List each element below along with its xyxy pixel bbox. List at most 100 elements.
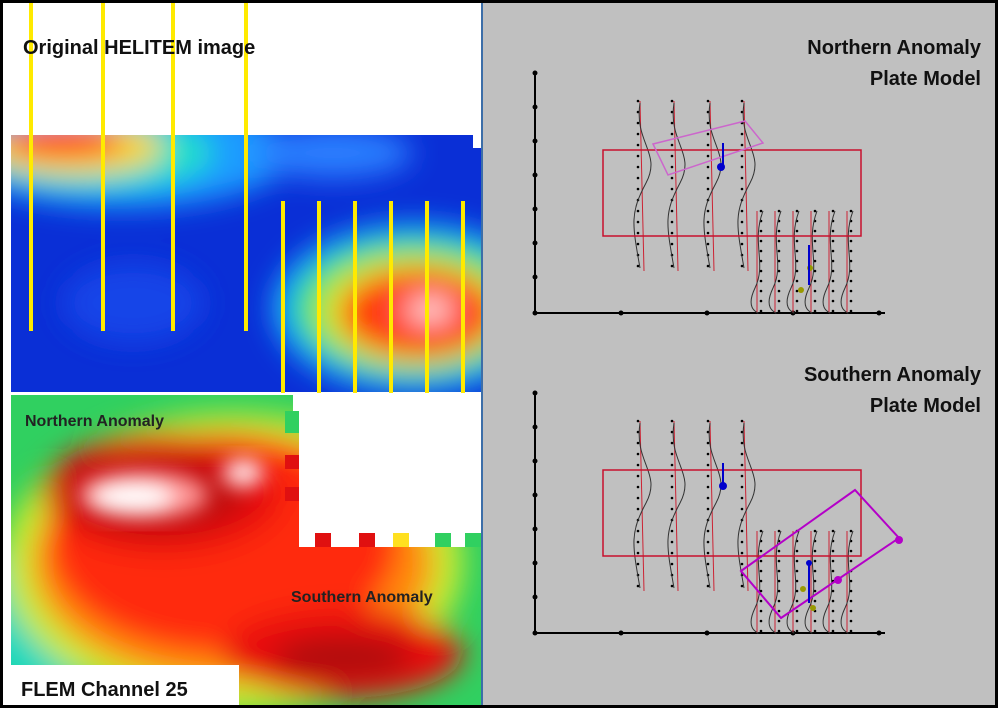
station-dot: [777, 299, 781, 303]
station-dot: [813, 589, 817, 593]
dip-marker: [834, 576, 842, 584]
station-dot: [670, 121, 674, 125]
station-dot: [670, 551, 674, 555]
axis-tick: [532, 172, 538, 178]
station-dot: [813, 249, 817, 253]
station-dot: [706, 529, 710, 533]
station-dot: [759, 559, 763, 563]
station-dot: [795, 619, 799, 623]
station-dot: [740, 154, 744, 158]
station-dot: [670, 496, 674, 500]
station-dot: [740, 143, 744, 147]
station-dot: [777, 589, 781, 593]
station-dot: [706, 507, 710, 511]
profile-curve: [822, 530, 836, 634]
station-dot: [813, 579, 817, 583]
station-dot: [636, 474, 640, 478]
station-dot: [831, 569, 835, 573]
station-dot: [670, 143, 674, 147]
station-dot: [706, 485, 710, 489]
station-dot: [849, 529, 853, 533]
station-dot: [706, 584, 710, 588]
station-dot: [795, 569, 799, 573]
station-dot: [740, 529, 744, 533]
axis-tick: [532, 560, 538, 566]
station-dot: [849, 309, 853, 313]
station-dot: [670, 562, 674, 566]
station-dot: [670, 441, 674, 445]
station-dot: [706, 551, 710, 555]
dip-marker: [800, 586, 806, 592]
station-dot: [813, 309, 817, 313]
station-dot: [813, 289, 817, 293]
station-dot: [636, 209, 640, 213]
station-dot: [759, 209, 763, 213]
station-dot: [849, 579, 853, 583]
station-dot: [706, 242, 710, 246]
station-dot: [740, 551, 744, 555]
station-dot: [670, 419, 674, 423]
station-dot: [670, 165, 674, 169]
anomaly-maps: [3, 3, 481, 705]
station-dot: [759, 569, 763, 573]
station-dot: [706, 441, 710, 445]
station-dot: [813, 549, 817, 553]
station-dot: [813, 559, 817, 563]
station-dot: [636, 176, 640, 180]
station-dot: [636, 220, 640, 224]
station-dot: [795, 579, 799, 583]
station-dot: [636, 165, 640, 169]
station-dot: [670, 132, 674, 136]
station-dot: [813, 569, 817, 573]
station-dot: [813, 279, 817, 283]
station-dot: [670, 154, 674, 158]
station-dot: [636, 485, 640, 489]
station-dot: [670, 529, 674, 533]
axis-tick: [532, 458, 538, 464]
station-dot: [795, 609, 799, 613]
station-dot: [670, 485, 674, 489]
station-dot: [849, 279, 853, 283]
station-dot: [706, 121, 710, 125]
station-dot: [706, 220, 710, 224]
station-dot: [670, 452, 674, 456]
station-dot: [831, 629, 835, 633]
station-dot: [740, 165, 744, 169]
axis-tick: [532, 630, 538, 636]
station-dot: [636, 496, 640, 500]
flem-channel-title: FLEM Channel 25: [21, 679, 188, 701]
station-dot: [759, 289, 763, 293]
station-dot: [849, 269, 853, 273]
axis-tick: [704, 310, 710, 316]
station-dot: [706, 264, 710, 268]
station-dot: [740, 110, 744, 114]
station-dot: [831, 549, 835, 553]
station-dot: [740, 209, 744, 213]
station-dot: [740, 474, 744, 478]
station-dot: [813, 239, 817, 243]
station-dot: [813, 259, 817, 263]
station-dot: [706, 231, 710, 235]
station-dot: [777, 249, 781, 253]
axis-tick: [876, 310, 882, 316]
station-dot: [777, 629, 781, 633]
station-dot: [740, 264, 744, 268]
station-dot: [636, 187, 640, 191]
station-dot: [795, 589, 799, 593]
station-dot: [813, 269, 817, 273]
station-dot: [831, 559, 835, 563]
station-dot: [831, 279, 835, 283]
station-dot: [777, 569, 781, 573]
station-dot: [813, 529, 817, 533]
station-dot: [759, 239, 763, 243]
station-dot: [849, 209, 853, 213]
station-dot: [740, 430, 744, 434]
station-dot: [813, 599, 817, 603]
station-dot: [636, 430, 640, 434]
station-dot: [670, 187, 674, 191]
dip-marker: [810, 605, 816, 611]
station-dot: [849, 239, 853, 243]
station-dot: [795, 249, 799, 253]
station-dot: [759, 249, 763, 253]
station-dot: [670, 220, 674, 224]
